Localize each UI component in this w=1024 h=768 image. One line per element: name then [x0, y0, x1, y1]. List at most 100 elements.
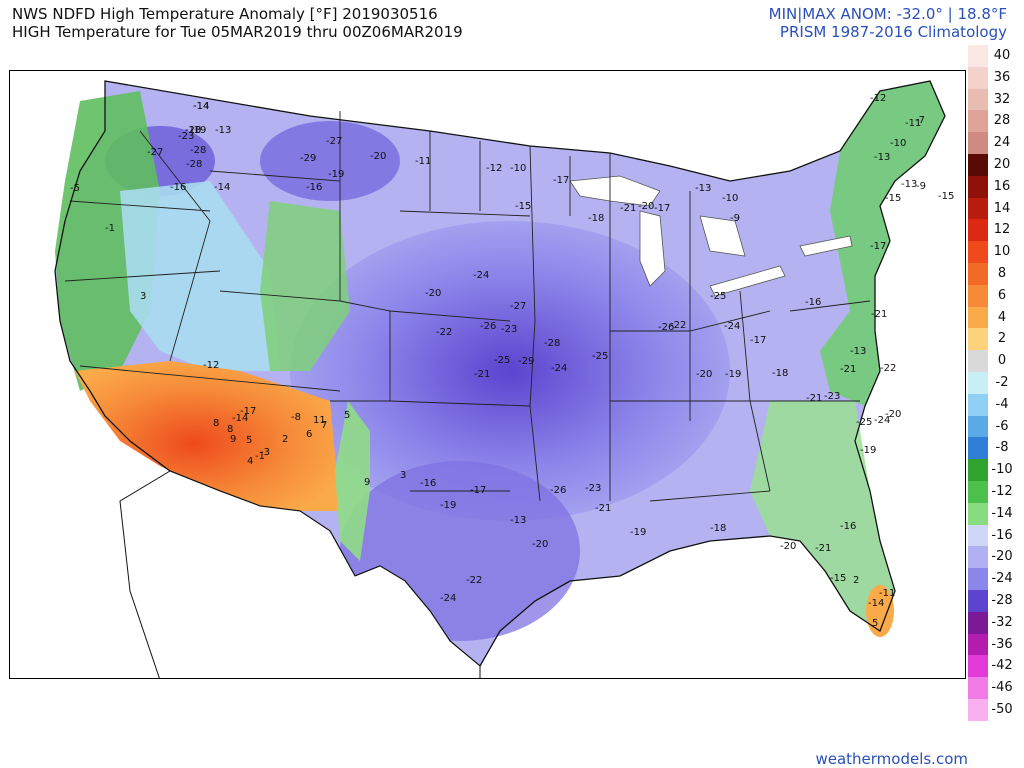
anomaly-value: -13 [874, 152, 890, 163]
anomaly-value: -14 [232, 413, 248, 424]
great-basin-anomaly [120, 181, 280, 371]
anomaly-value: -29 [518, 356, 534, 367]
lake-huron [699, 215, 746, 257]
anomaly-value: 9 [230, 434, 236, 445]
legend-label: 16 [993, 178, 1011, 194]
anomaly-value: -22 [436, 327, 452, 338]
anomaly-value: -12 [486, 163, 502, 174]
legend-swatch [968, 175, 988, 198]
anomaly-value: 5 [872, 618, 878, 629]
legend-label: 24 [993, 135, 1011, 151]
legend-entry: 12 [968, 219, 1016, 242]
legend-swatch [968, 481, 988, 503]
legend-label: 32 [993, 91, 1011, 107]
anomaly-value: -28 [544, 338, 560, 349]
legend-entry: -46 [968, 677, 1016, 699]
anomaly-value: -22 [670, 320, 686, 331]
anomaly-value-labels: -14-20-19 -13-23-28-27-28-16 -14-27-29 -20-… [70, 93, 954, 629]
legend-label: 8 [997, 266, 1007, 281]
anomaly-value: -20 [185, 125, 201, 136]
legend-entry: 14 [968, 197, 1016, 220]
anomaly-value: -13 [215, 125, 231, 136]
legend-swatch [968, 219, 988, 242]
legend-entry: -24 [968, 568, 1016, 590]
legend-label: -12 [991, 484, 1013, 499]
anomaly-value: -21 [474, 369, 490, 380]
legend-entry: -14 [968, 502, 1016, 525]
anomaly-value: -27 [510, 301, 526, 312]
anomaly-value: 5 [246, 435, 252, 446]
anomaly-value: -19 [860, 445, 876, 456]
anomaly-value: -16 [805, 297, 821, 308]
legend-swatch [968, 524, 988, 547]
legend-label: -36 [991, 636, 1013, 652]
legend-swatch [968, 241, 988, 263]
legend-entry: 32 [968, 88, 1016, 111]
legend-entry: -42 [968, 655, 1016, 678]
legend-entry: -28 [968, 590, 1016, 612]
legend-swatch [968, 699, 988, 721]
anomaly-value: -15 [938, 191, 954, 202]
anomaly-value: -22 [880, 363, 896, 374]
lake-ontario [799, 235, 853, 257]
min-max-anomaly: MIN|MAX ANOM: -32.0° | 18.8°F [768, 5, 1007, 23]
anomaly-value: -20 [696, 369, 712, 380]
anomaly-value: -23 [178, 131, 194, 142]
anomaly-value: -18 [772, 368, 788, 379]
anomaly-value: -21 [595, 503, 611, 514]
anomaly-value: -28 [190, 145, 206, 156]
legend-entry: 2 [968, 328, 1016, 351]
anomaly-value: -18 [710, 523, 726, 534]
anomaly-value: -28 [186, 159, 202, 170]
anomaly-value: -14 [193, 101, 209, 112]
anomaly-value: -21 [620, 203, 636, 214]
southwest-warm-region [75, 361, 340, 511]
map-subtitle: HIGH Temperature for Tue 05MAR2019 thru … [12, 23, 463, 41]
anomaly-value: -13 [695, 183, 711, 194]
legend-swatch [968, 110, 988, 133]
legend-label: -6 [995, 418, 1009, 434]
state-borders [64, 111, 871, 502]
rockies-anomaly [260, 201, 350, 371]
anomaly-value: 3 [400, 470, 406, 481]
anomaly-value: -20 [370, 151, 386, 162]
anomaly-value: -5 [70, 183, 80, 194]
legend-swatch [968, 459, 988, 481]
anomaly-value: -24 [473, 270, 489, 281]
legend-label: -20 [991, 549, 1013, 565]
legend-label: -24 [991, 571, 1013, 587]
anomaly-value: -27 [326, 136, 342, 147]
anomaly-value: -18 [588, 213, 604, 224]
legend-swatch [968, 502, 988, 525]
anomaly-value: -17 [654, 203, 670, 214]
legend-swatch [968, 154, 988, 176]
site-credit: weathermodels.com [815, 750, 968, 768]
legend-entry: 10 [968, 241, 1016, 263]
legend-swatch [968, 655, 988, 678]
anomaly-value: -13 [901, 179, 917, 190]
anomaly-value: 6 [306, 429, 312, 440]
anomaly-value: -26 [658, 322, 674, 333]
legend-label: 20 [993, 157, 1011, 172]
anomaly-value: -7 [915, 115, 925, 126]
legend-label: 10 [993, 244, 1011, 260]
anomaly-value: -17 [553, 175, 569, 186]
anomaly-value: -21 [840, 364, 856, 375]
legend-swatch [968, 350, 988, 372]
anomaly-value: 2 [853, 575, 859, 586]
legend-label: -2 [995, 375, 1009, 390]
southeast-anomaly [750, 401, 895, 631]
legend-entry: -36 [968, 633, 1016, 656]
anomaly-value: -24 [551, 363, 567, 374]
anomaly-value: -16 [306, 182, 322, 193]
anomaly-value: -20 [638, 201, 654, 212]
legend-label: 36 [993, 69, 1011, 85]
high-plains-anomaly [335, 401, 370, 561]
legend-entry: -12 [968, 481, 1016, 503]
anomaly-value: -26 [480, 321, 496, 332]
legend-entry: 24 [968, 132, 1016, 154]
legend-entry: 16 [968, 175, 1016, 198]
legend-label: -32 [991, 614, 1013, 630]
lake-erie [709, 265, 786, 297]
legend-label: -42 [991, 658, 1013, 674]
